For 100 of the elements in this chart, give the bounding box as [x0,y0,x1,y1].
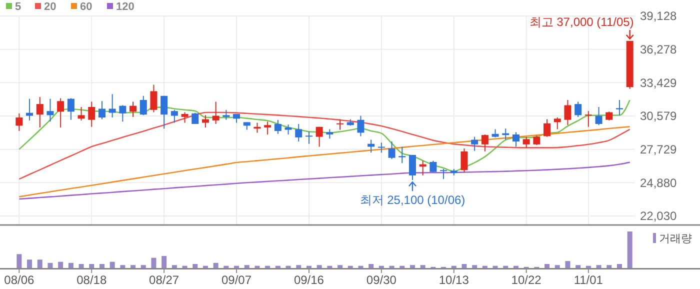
candlestick [170,109,178,124]
candlestick [398,146,406,164]
bar [58,262,64,268]
candlestick [67,98,74,120]
bar [27,260,32,268]
candlestick [554,117,561,130]
candlestick [584,110,592,128]
bar [110,262,115,268]
candlestick [460,148,468,173]
candlestick [595,106,602,126]
bar [606,265,612,268]
bar [554,265,560,268]
bar [596,265,602,268]
bar [296,265,302,268]
candlestick [57,98,64,128]
candlestick [16,112,23,132]
y-tick-label: 24,880 [640,176,678,190]
candlestick [440,168,448,180]
bar [565,261,570,268]
y-tick-label: 39,128 [640,9,678,24]
candlestick [98,100,106,120]
x-tick-label: 09/07 [222,273,252,287]
candlestick [212,101,220,124]
legend-label: 20 [44,0,56,13]
legend-label: 60 [80,0,92,13]
candlestick [430,160,437,173]
candlestick [533,135,540,146]
candlestick [574,101,582,118]
candlestick [181,112,188,124]
candlestick [78,106,85,121]
bar [576,265,581,268]
candlestick [471,136,478,152]
y-tick-label: 36,278 [640,42,678,57]
candlestick [378,142,385,154]
candlestick [522,136,530,148]
candlestick [274,119,282,134]
candlestick [222,109,230,120]
x-tick-label: 09/30 [366,273,397,287]
bar [162,256,167,268]
bar [37,260,42,268]
x-tick-label: 11/01 [574,273,604,287]
line-series [18,112,630,180]
candlestick [408,154,416,181]
candlestick [26,98,34,121]
candlestick [46,98,54,122]
candlestick [305,131,312,144]
bar [410,265,415,268]
bar [316,265,322,268]
y-tick-label: 27,729 [640,142,678,157]
bar [544,264,550,268]
candlestick [295,123,302,142]
bar [213,262,218,268]
candlestick [512,132,520,148]
legend-label: 거래량 [659,232,692,245]
candlestick [202,114,209,128]
y-tick-label: 33,429 [640,76,678,90]
y-tick-label: 22,030 [640,209,678,224]
legend-label: 120 [116,0,134,13]
bar [472,265,478,268]
candlestick [544,118,551,138]
candlestick [119,104,126,122]
bar [99,264,104,268]
bar [338,265,343,268]
x-tick-label: 09/16 [294,273,324,287]
candlestick [192,112,199,124]
bar [89,264,94,268]
candlestick [357,115,364,137]
candlestick [130,101,137,118]
candlestick [336,118,344,130]
bar [48,262,53,268]
bar [151,258,156,268]
bar [627,232,632,268]
bar [78,264,84,268]
candlestick [88,101,96,128]
bar [120,265,126,268]
legend-label: 5 [15,0,22,13]
candlestick [616,99,623,116]
x-tick-label: 10/13 [438,273,470,287]
annotation: 최고 37,000 (11/05) [529,14,634,29]
candlestick [316,126,323,148]
bar [16,254,22,268]
candlestick [160,95,168,130]
bar [140,265,146,268]
x-tick-label: 10/22 [511,273,542,287]
candlestick [388,140,396,160]
candlestick [140,95,147,116]
candlestick [564,99,572,126]
candlestick [108,94,116,118]
bar [244,265,250,268]
y-tick-label: 30,579 [640,109,678,124]
bar [368,264,374,268]
bar [172,265,177,268]
candlestick [150,84,158,113]
candlestick [481,134,488,152]
annotation: 최저 25,100 (10/06) [360,193,466,208]
bar [462,264,467,268]
bar [192,264,198,268]
bar [616,264,622,268]
candlestick [36,96,44,128]
bar [130,265,136,268]
